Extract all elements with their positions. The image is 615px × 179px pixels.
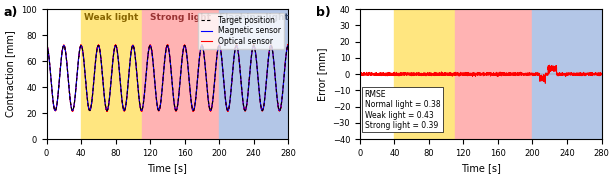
- Bar: [141, 9, 219, 139]
- Bar: [455, 9, 533, 139]
- Bar: [394, 9, 455, 139]
- Y-axis label: Error [mm]: Error [mm]: [317, 47, 327, 101]
- Y-axis label: Contraction [mm]: Contraction [mm]: [6, 31, 15, 117]
- Legend: Target position, Magnetic sensor, Optical sensor: Target position, Magnetic sensor, Optica…: [197, 13, 284, 49]
- Text: a): a): [3, 6, 17, 20]
- Bar: [219, 9, 288, 139]
- Bar: [81, 9, 141, 139]
- Text: Flashing light: Flashing light: [219, 13, 288, 22]
- Text: Weak light: Weak light: [84, 13, 138, 22]
- Text: RMSE
Normal light = 0.38
Weak light = 0.43
Strong light = 0.39: RMSE Normal light = 0.38 Weak light = 0.…: [365, 90, 440, 130]
- Text: Strong light: Strong light: [150, 13, 211, 22]
- Bar: [533, 9, 601, 139]
- Text: b): b): [316, 6, 331, 20]
- X-axis label: Time [s]: Time [s]: [461, 163, 501, 173]
- X-axis label: Time [s]: Time [s]: [148, 163, 188, 173]
